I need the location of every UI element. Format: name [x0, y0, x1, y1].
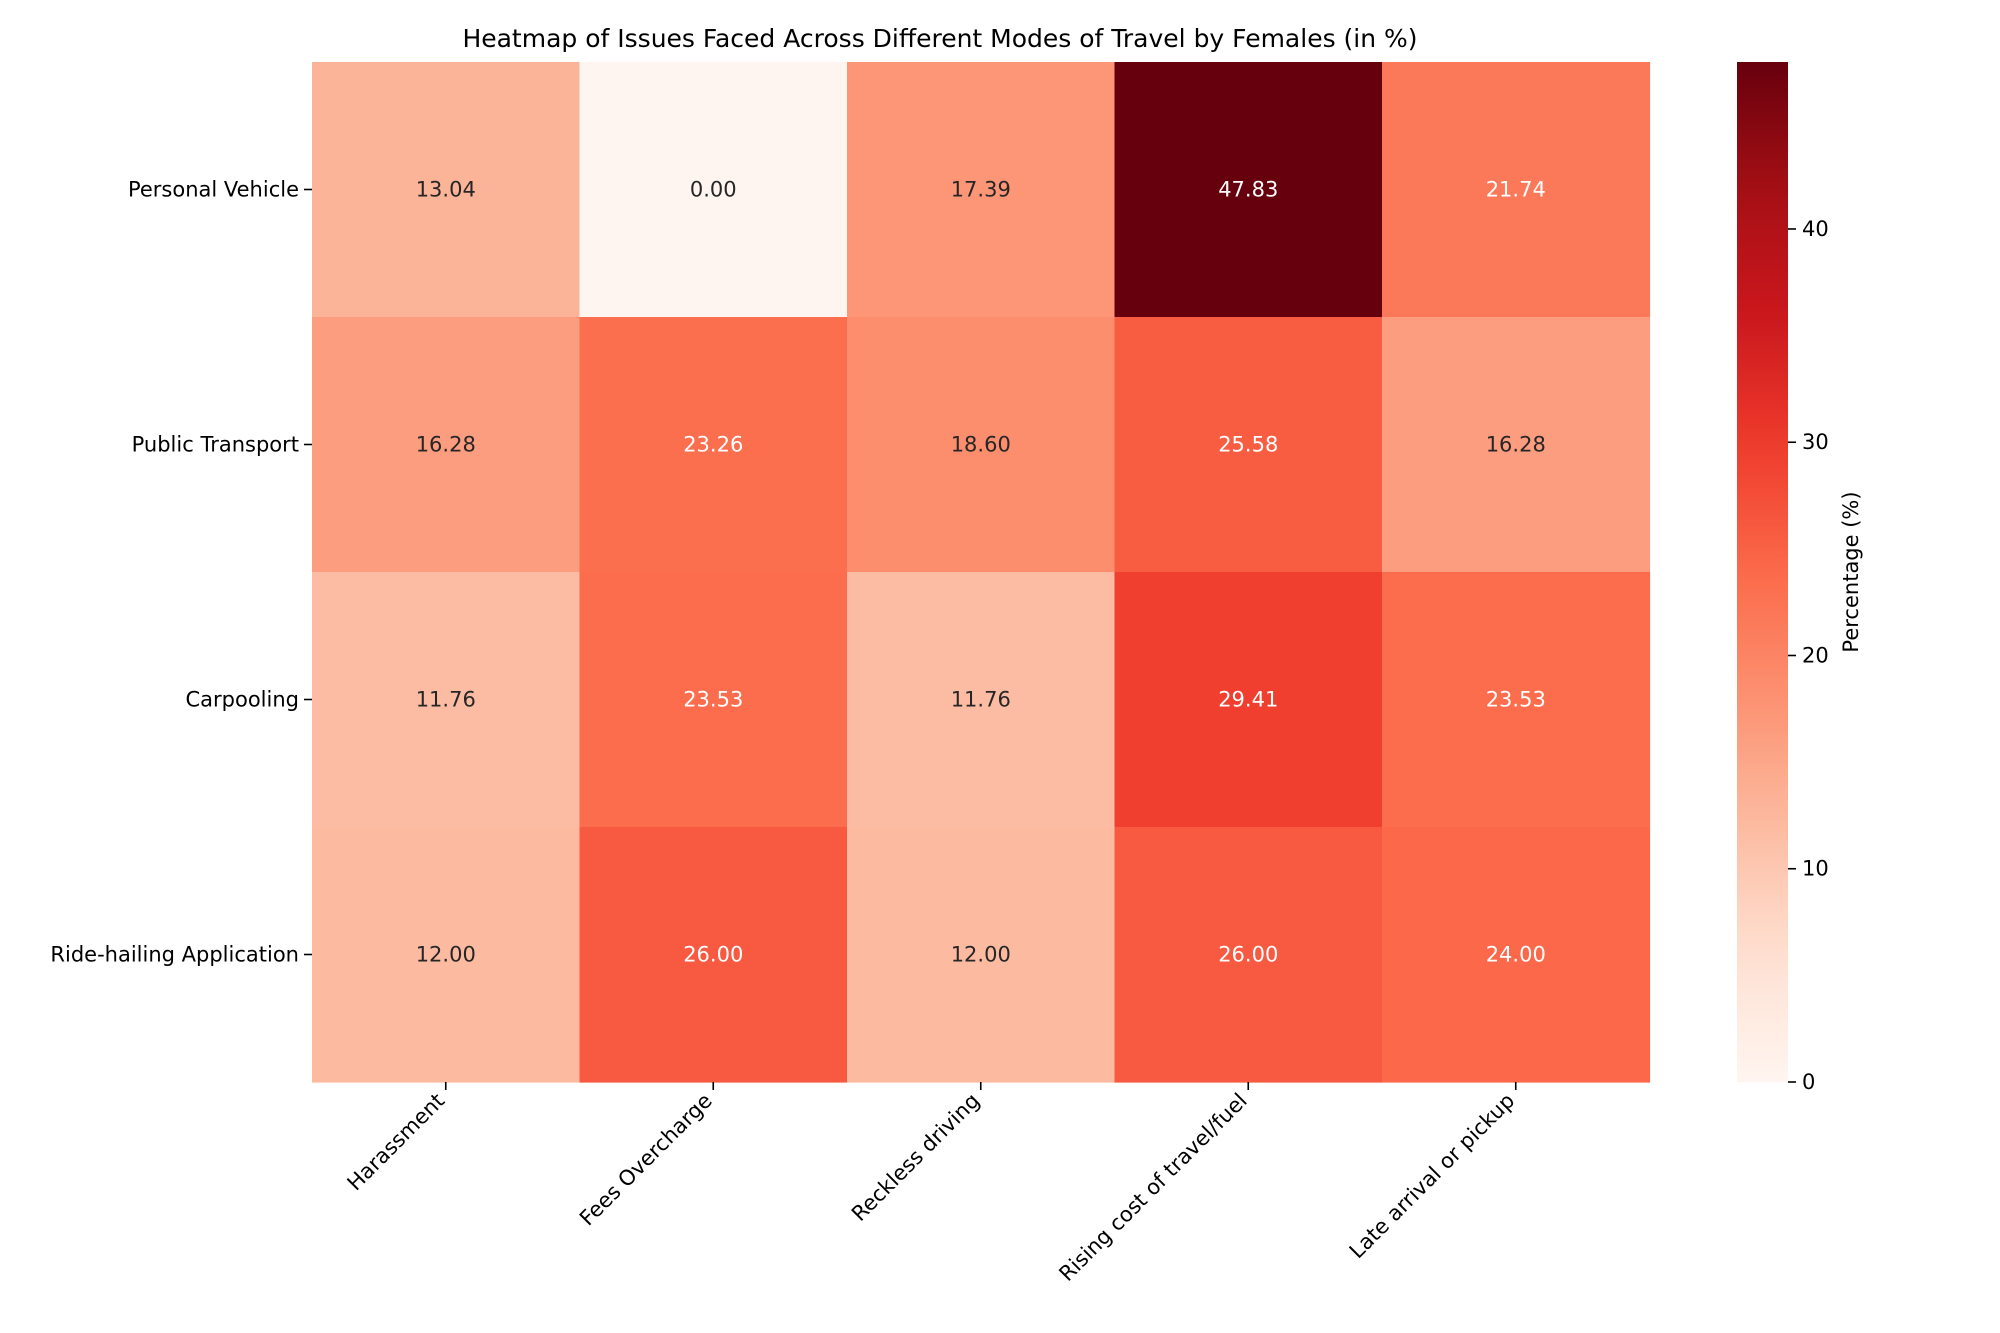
column-labels: Harassment Fees Overcharge Reckless drivin… — [343, 1082, 1520, 1286]
cell-value-label: 12.00 — [416, 943, 476, 967]
colorbar-label: Percentage (%) — [1839, 491, 1863, 652]
cell-value-label: 16.28 — [416, 433, 476, 457]
cell-value-label: 16.28 — [1486, 433, 1546, 457]
cell-value-label: 17.39 — [951, 178, 1011, 202]
cell-value-label: 23.53 — [1486, 688, 1546, 712]
row-labels: Personal Vehicle Public Transport Carpooli… — [50, 178, 312, 967]
heatmap-cell — [579, 317, 848, 573]
column-label: Harassment — [343, 1089, 450, 1196]
row-label: Carpooling — [185, 688, 299, 712]
heatmap-cell — [1114, 317, 1383, 573]
cell-value-label: 11.76 — [416, 688, 476, 712]
cell-value-label: 25.58 — [1218, 433, 1278, 457]
row-label: Personal Vehicle — [128, 178, 299, 202]
colorbar-tick-label: 40 — [1802, 217, 1829, 241]
heatmap-cell — [312, 62, 581, 318]
heatmap-cell — [847, 572, 1116, 828]
heatmap-cell — [1382, 62, 1651, 318]
colorbar-tick-label: 0 — [1802, 1070, 1815, 1094]
heatmap-cell — [847, 827, 1116, 1083]
column-label: Rising cost of travel/fuel — [1054, 1089, 1251, 1286]
column-label: Fees Overcharge — [575, 1089, 717, 1231]
heatmap-cell — [579, 572, 848, 828]
heatmap-cell — [579, 62, 848, 318]
cell-value-label: 21.74 — [1486, 178, 1546, 202]
colorbar: 0 10 20 30 40 Percentage (%) — [1737, 62, 1863, 1094]
colorbar-ticks: 0 10 20 30 40 — [1788, 217, 1829, 1094]
chart-title: Heatmap of Issues Faced Across Different… — [462, 24, 1417, 53]
heatmap-cells: 13.04 0.00 17.39 47.83 21.74 16.28 23.26 18.60 2… — [312, 62, 1651, 1083]
heatmap-cell — [312, 827, 581, 1083]
cell-value-label: 24.00 — [1486, 943, 1546, 967]
colorbar-tick-label: 30 — [1802, 430, 1829, 454]
cell-value-label: 23.26 — [683, 433, 743, 457]
cell-value-label: 12.00 — [951, 943, 1011, 967]
column-label: Late arrival or pickup — [1345, 1089, 1520, 1264]
cell-value-label: 47.83 — [1218, 178, 1278, 202]
cell-value-label: 29.41 — [1218, 688, 1278, 712]
cell-value-label: 11.76 — [951, 688, 1011, 712]
heatmap-cell — [847, 62, 1116, 318]
heatmap-cell — [1114, 827, 1383, 1083]
cell-value-label: 26.00 — [683, 943, 743, 967]
colorbar-tick-label: 20 — [1802, 643, 1829, 667]
column-label: Reckless driving — [847, 1089, 984, 1226]
heatmap-cell — [1382, 317, 1651, 573]
heatmap-cell — [312, 317, 581, 573]
heatmap-cell — [1114, 572, 1383, 828]
heatmap-cell — [1114, 62, 1383, 318]
row-label: Ride-hailing Application — [50, 943, 299, 967]
cell-value-label: 0.00 — [690, 178, 737, 202]
cell-value-label: 26.00 — [1218, 943, 1278, 967]
heatmap-cell — [847, 317, 1116, 573]
cell-value-label: 18.60 — [951, 433, 1011, 457]
colorbar-gradient-bar — [1737, 62, 1788, 1082]
cell-value-label: 13.04 — [416, 178, 476, 202]
heatmap-cell — [1382, 572, 1651, 828]
row-label: Public Transport — [132, 433, 299, 457]
heatmap-cell — [312, 572, 581, 828]
heatmap-cell — [1382, 827, 1651, 1083]
cell-value-label: 23.53 — [683, 688, 743, 712]
colorbar-tick-label: 10 — [1802, 857, 1829, 881]
heatmap-cell — [579, 827, 848, 1083]
